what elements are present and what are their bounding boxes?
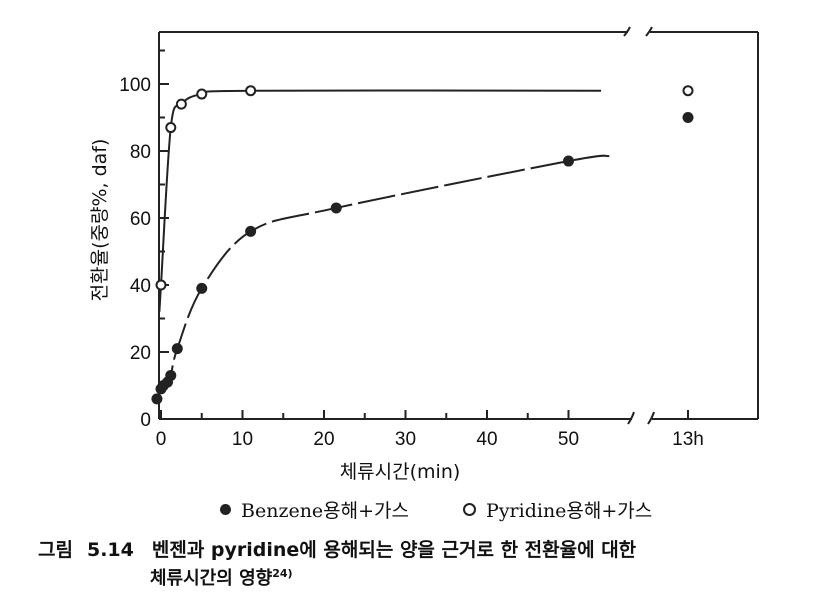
bottom-break-mark-1 bbox=[627, 411, 635, 425]
benzene-point bbox=[196, 282, 208, 294]
benzene-point bbox=[563, 155, 574, 167]
caption-ref: 24) bbox=[272, 567, 293, 580]
x-tick-label: 50 bbox=[558, 429, 579, 450]
benzene-curve bbox=[155, 154, 610, 400]
caption-text-2: 체류시간의 영향 bbox=[150, 568, 273, 589]
benzene-point bbox=[245, 225, 257, 237]
caption-line-2: 체류시간의 영향24) bbox=[38, 562, 798, 591]
x-tick-label: 30 bbox=[395, 429, 416, 450]
pyridine-point bbox=[175, 98, 187, 110]
legend-benzene-label: Benzene용해+가스 bbox=[241, 500, 410, 522]
bottom-break-mark-2 bbox=[647, 411, 655, 425]
x-tick-label: 20 bbox=[313, 429, 334, 450]
y-tick-label: 100 bbox=[119, 75, 151, 96]
caption-number: 5.14 bbox=[86, 539, 134, 561]
y-tick-label: 80 bbox=[130, 142, 151, 163]
conversion-chart: 0 20 40 60 80 100 0 10 20 30 40 50 13h 체류시간(min) 전환율… bbox=[89, 26, 759, 483]
benzene-point bbox=[151, 393, 163, 405]
benzene-point bbox=[330, 202, 342, 214]
filled-circle-icon bbox=[220, 504, 231, 515]
top-break-mark-2 bbox=[645, 26, 653, 37]
legend: Benzene용해+가스 Pyridine용해+가스 bbox=[220, 496, 652, 523]
pyridine-point bbox=[196, 88, 208, 100]
x-tick-label: 10 bbox=[232, 429, 253, 450]
benzene-point bbox=[171, 343, 183, 355]
y-axis-title: 전환율(중량%, daf) bbox=[89, 139, 111, 302]
legend-pyridine-label: Pyridine용해+가스 bbox=[486, 500, 653, 522]
figure-caption: 그림 5.14 벤젠과 pyridine에 용해되는 양을 근거로 한 전환율에 대… bbox=[38, 538, 798, 591]
x-tick-label: 0 bbox=[156, 429, 167, 450]
benzene-point bbox=[165, 369, 177, 381]
axis-ticks: 0 20 40 60 80 100 0 10 20 30 40 50 13h bbox=[119, 49, 704, 450]
x-axis-title: 체류시간(min) bbox=[340, 461, 461, 483]
caption-label: 그림 bbox=[38, 539, 73, 561]
legend-benzene: Benzene용해+가스 bbox=[220, 496, 409, 523]
x-tick-label: 40 bbox=[476, 429, 497, 450]
x-tick-label-13h: 13h bbox=[672, 429, 704, 450]
pyridine-point bbox=[245, 85, 257, 97]
pyridine-curve bbox=[158, 89, 602, 312]
data-points bbox=[151, 85, 694, 405]
plot-frame bbox=[158, 26, 759, 425]
y-tick-label: 40 bbox=[130, 276, 151, 297]
top-break-mark-1 bbox=[623, 26, 631, 37]
pyridine-point bbox=[165, 122, 177, 134]
caption-line-1: 그림 5.14 벤젠과 pyridine에 용해되는 양을 근거로 한 전환율에 대… bbox=[38, 538, 798, 562]
legend-pyridine: Pyridine용해+가스 bbox=[463, 496, 652, 523]
y-tick-label: 60 bbox=[130, 209, 151, 230]
open-circle-icon bbox=[463, 503, 477, 516]
benzene-point-13h bbox=[682, 112, 694, 123]
series-curves bbox=[155, 89, 610, 400]
pyridine-point-13h bbox=[682, 85, 694, 97]
caption-text-1: 벤젠과 pyridine에 용해되는 양을 근거로 한 전환율에 대한 bbox=[151, 539, 637, 561]
y-tick-label: 20 bbox=[130, 343, 151, 364]
y-tick-label: 0 bbox=[140, 410, 151, 431]
pyridine-point bbox=[155, 279, 167, 291]
